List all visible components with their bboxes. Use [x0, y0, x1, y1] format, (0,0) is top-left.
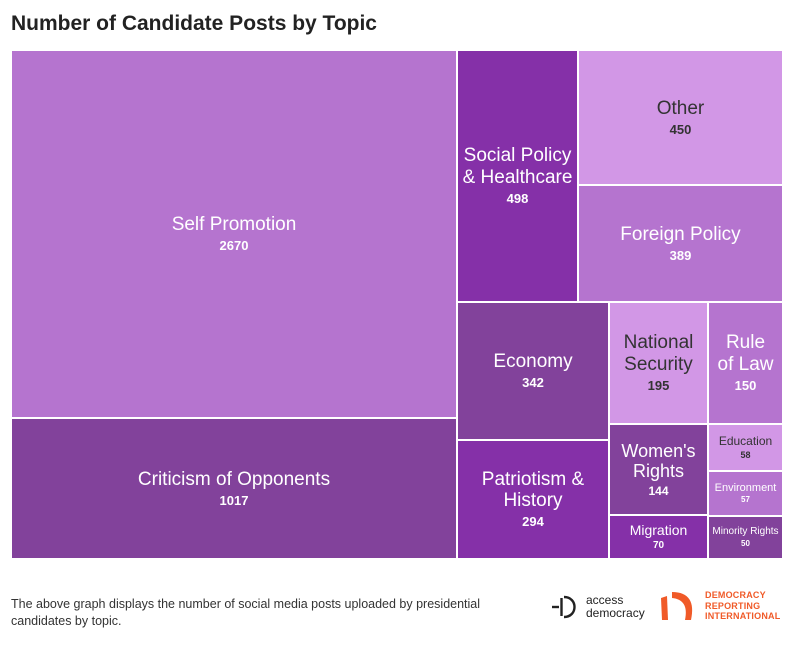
treemap-label: Self Promotion — [171, 214, 297, 236]
treemap-value: 498 — [506, 190, 529, 206]
treemap-label: Criticism of Opponents — [137, 468, 331, 490]
treemap-value: 70 — [652, 540, 665, 552]
treemap-cell-patriotism-history: Patriotism & History 294 — [457, 440, 609, 559]
treemap-label: Patriotism & History — [481, 468, 585, 512]
treemap-label: Environment — [714, 481, 777, 494]
treemap-label: Rule of Law — [717, 332, 774, 375]
treemap-cell-criticism-of-opponents: Criticism of Opponents 1017 — [11, 418, 457, 559]
treemap-value: 195 — [647, 377, 670, 393]
treemap-value: 294 — [522, 514, 544, 530]
dri-line1: DEMOCRACY — [705, 589, 766, 600]
treemap-value: 450 — [669, 121, 692, 137]
treemap-label: Other — [656, 97, 705, 119]
treemap-label: National Security — [623, 332, 694, 375]
treemap-value: 57 — [741, 495, 750, 505]
footnote: The above graph displays the number of s… — [11, 597, 481, 628]
dri-logo: DEMOCRACY REPORTING INTERNATIONAL — [659, 588, 787, 624]
treemap-value: 342 — [522, 375, 544, 391]
access-democracy-line2: democracy — [586, 606, 645, 620]
treemap-cell-rule-of-law: Rule of Law 150 — [708, 302, 783, 424]
treemap-label: Economy — [493, 351, 573, 373]
treemap-cell-foreign-policy: Foreign Policy 389 — [578, 185, 783, 302]
chart-title: Number of Candidate Posts by Topic — [11, 12, 377, 35]
treemap-value: 389 — [669, 247, 692, 263]
treemap-chart: Self Promotion 2670 Criticism of Opponents… — [11, 50, 783, 559]
treemap-cell-social-policy-healthcare: Social Policy & Healthcare 498 — [457, 50, 578, 302]
treemap-value: 150 — [734, 377, 757, 393]
treemap-value: 2670 — [219, 238, 249, 254]
treemap-cell-other: Other 450 — [578, 50, 783, 185]
treemap-label: Social Policy & Healthcare — [462, 145, 573, 188]
access-democracy-line1: access — [586, 592, 624, 607]
access-democracy-icon — [552, 595, 576, 619]
treemap-value: 58 — [740, 450, 751, 461]
treemap-cell-minority-rights: Minority Rights 50 — [708, 516, 783, 559]
treemap-cell-economy: Economy 342 — [457, 302, 609, 440]
access-democracy-logo: access democracy — [551, 590, 661, 624]
treemap-label: Minority Rights — [712, 526, 779, 538]
treemap-cell-migration: Migration 70 — [609, 515, 708, 559]
dri-icon — [661, 592, 693, 620]
treemap-cell-national-security: National Security 195 — [609, 302, 708, 424]
treemap-label: Migration — [629, 521, 688, 538]
treemap-label: Education — [718, 433, 773, 448]
dri-line2: REPORTING — [705, 600, 761, 611]
treemap-cell-women-s-rights: Women's Rights 144 — [609, 424, 708, 515]
treemap-value: 1017 — [219, 492, 249, 508]
treemap-cell-education: Education 58 — [708, 424, 783, 471]
treemap-cell-environment: Environment 57 — [708, 471, 783, 516]
treemap-label: Foreign Policy — [620, 223, 741, 245]
treemap-cell-self-promotion: Self Promotion 2670 — [11, 50, 457, 418]
treemap-value: 144 — [648, 483, 669, 498]
treemap-label: Women's Rights — [621, 440, 696, 481]
dri-line3: INTERNATIONAL — [705, 611, 781, 622]
treemap-value: 50 — [741, 538, 750, 548]
